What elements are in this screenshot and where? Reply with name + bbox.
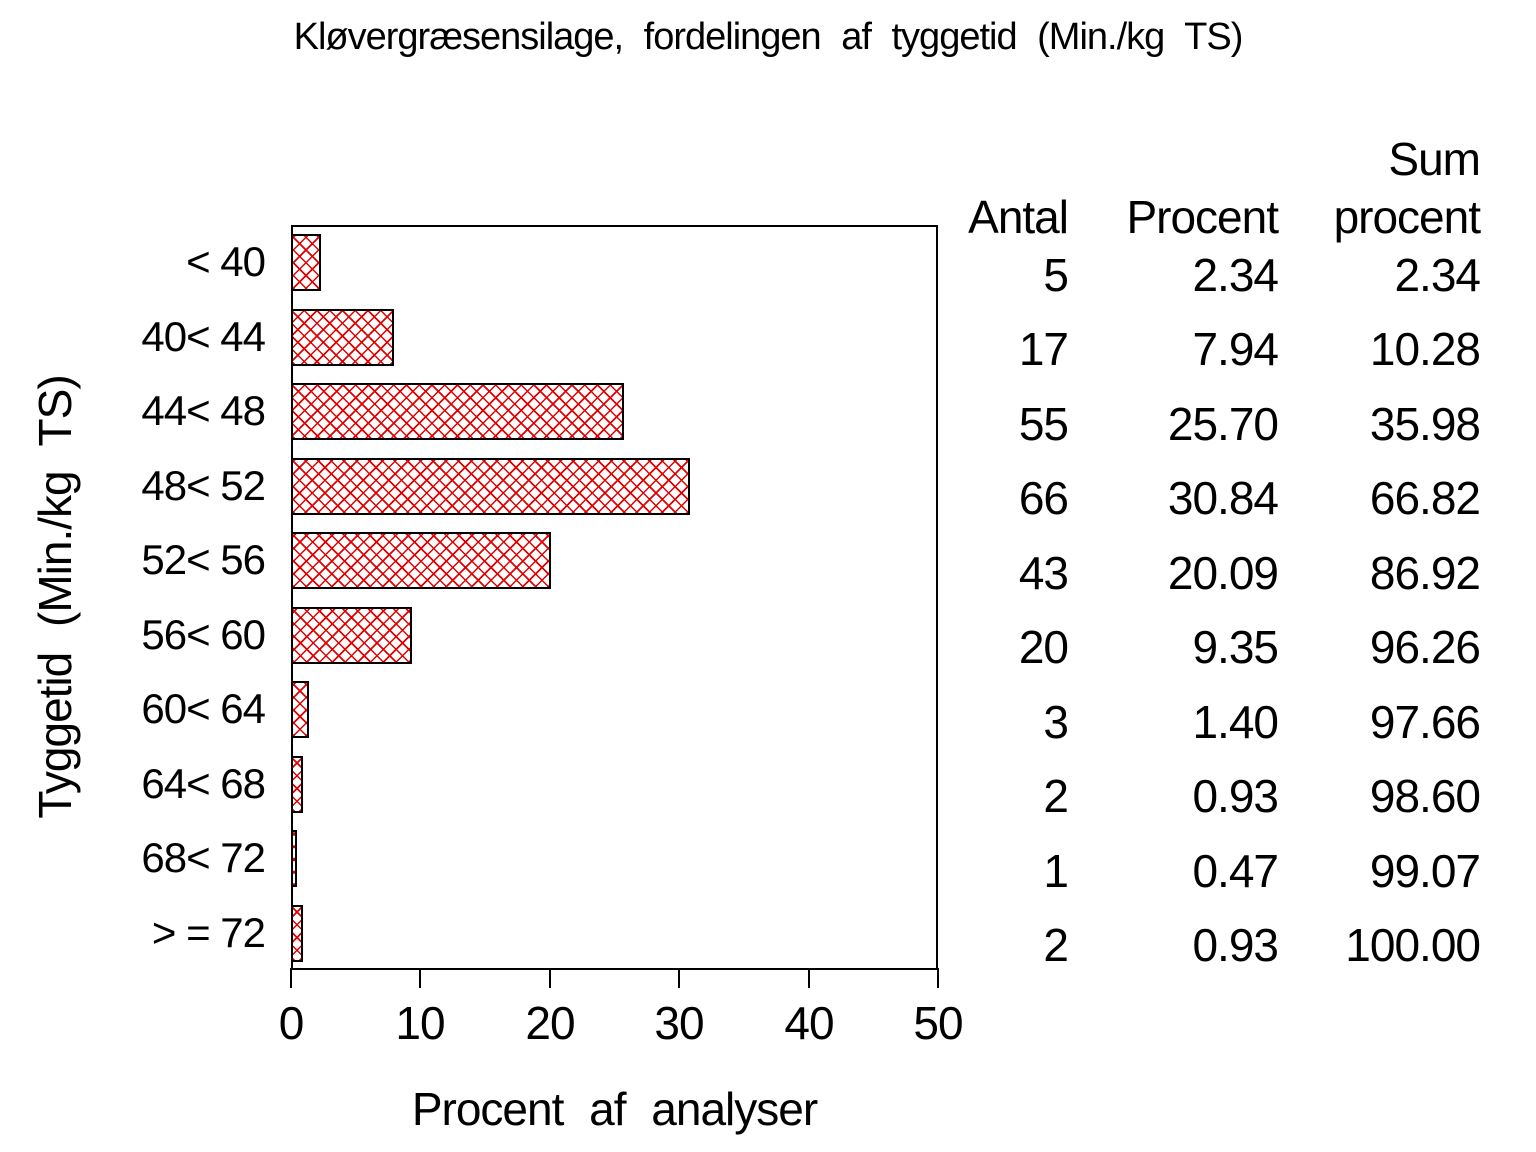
- y-tick-label-10: > = 72: [151, 908, 266, 956]
- cell-procent-6: 9.35: [1192, 621, 1279, 673]
- table-row-2: 17 7.94 10.28: [920, 322, 1481, 376]
- y-tick-label-4: 48< 52: [141, 461, 266, 509]
- x-tick-30: [678, 968, 680, 988]
- table-header: Antal Procent Sum procent: [920, 130, 1481, 246]
- cell-procent-10: 0.93: [1192, 919, 1279, 971]
- table-row-8: 2 0.93 98.60: [920, 769, 1481, 823]
- table-header-sum-procent: Sum procent: [1278, 130, 1481, 246]
- cell-sum_procent-5: 86.92: [1369, 547, 1481, 599]
- x-tick-10: [419, 968, 421, 988]
- cell-sum_procent-8: 98.60: [1369, 770, 1481, 822]
- table-row-4: 66 30.84 66.82: [920, 471, 1481, 525]
- bar-4: [291, 457, 690, 515]
- table-header-procent: Procent: [1126, 191, 1279, 243]
- cell-antal-1: 5: [1043, 249, 1069, 301]
- bar-2: [291, 308, 394, 366]
- x-tick-40: [808, 968, 810, 988]
- x-tick-label-40: 40: [784, 997, 834, 1049]
- y-tick-label-2: 40< 44: [141, 312, 266, 360]
- cell-antal-3: 55: [1018, 398, 1069, 450]
- table-row-9: 1 0.47 99.07: [920, 844, 1481, 898]
- table-header-antal: Antal: [968, 191, 1069, 243]
- cell-antal-9: 1: [1043, 845, 1069, 897]
- cell-sum_procent-1: 2.34: [1394, 249, 1481, 301]
- y-tick-label-9: 68< 72: [141, 834, 266, 882]
- cell-sum_procent-7: 97.66: [1369, 696, 1481, 748]
- cell-procent-2: 7.94: [1192, 323, 1279, 375]
- cell-sum_procent-4: 66.82: [1369, 472, 1481, 524]
- cell-procent-9: 0.47: [1192, 845, 1279, 897]
- cell-antal-10: 2: [1043, 919, 1069, 971]
- cell-procent-8: 0.93: [1192, 770, 1279, 822]
- cell-procent-7: 1.40: [1192, 696, 1279, 748]
- cell-sum_procent-3: 35.98: [1369, 398, 1481, 450]
- table-row-6: 20 9.35 96.26: [920, 620, 1481, 674]
- cell-sum_procent-2: 10.28: [1369, 323, 1481, 375]
- cell-sum_procent-9: 99.07: [1369, 845, 1481, 897]
- cell-antal-5: 43: [1018, 547, 1069, 599]
- cell-sum_procent-6: 96.26: [1369, 621, 1481, 673]
- y-tick-label-7: 60< 64: [141, 685, 266, 733]
- x-tick-label-50: 50: [913, 997, 963, 1049]
- cell-procent-3: 25.70: [1167, 398, 1279, 450]
- y-tick-label-1: < 40: [186, 238, 266, 286]
- cell-procent-1: 2.34: [1192, 249, 1279, 301]
- x-tick-label-30: 30: [654, 997, 704, 1049]
- x-tick-20: [549, 968, 551, 988]
- y-tick-label-6: 56< 60: [141, 610, 266, 658]
- table-row-3: 55 25.70 35.98: [920, 397, 1481, 451]
- cell-antal-8: 2: [1043, 770, 1069, 822]
- y-tick-label-5: 52< 56: [141, 536, 266, 584]
- cell-antal-4: 66: [1018, 472, 1069, 524]
- cell-sum_procent-10: 100.00: [1345, 919, 1481, 971]
- x-tick-label-10: 10: [395, 997, 445, 1049]
- bar-3: [291, 383, 624, 440]
- x-tick-label-20: 20: [525, 997, 575, 1049]
- table-row-7: 3 1.40 97.66: [920, 695, 1481, 749]
- table-row-10: 2 0.93 100.00: [920, 918, 1481, 972]
- x-tick-label-0: 0: [278, 997, 305, 1049]
- table-header-sum-line1: Sum: [1388, 133, 1481, 185]
- x-tick-50: [937, 968, 939, 988]
- chart-title: Kløvergræsensilage, fordelingen af tygge…: [293, 16, 1244, 58]
- x-axis-label: Procent af analyser: [411, 1083, 818, 1135]
- table-row-5: 43 20.09 86.92: [920, 546, 1481, 600]
- plot-area: [291, 225, 938, 970]
- cell-antal-6: 20: [1018, 621, 1069, 673]
- table-header-sum-line2: procent: [1333, 191, 1481, 243]
- cell-procent-4: 30.84: [1167, 472, 1279, 524]
- bar-6: [291, 606, 412, 664]
- y-tick-label-3: 44< 48: [141, 387, 266, 435]
- cell-antal-7: 3: [1043, 696, 1069, 748]
- cell-procent-5: 20.09: [1167, 547, 1279, 599]
- bar-7: [291, 681, 309, 738]
- y-tick-label-8: 64< 68: [141, 759, 266, 807]
- x-tick-0: [290, 968, 292, 988]
- bar-9: [291, 830, 297, 887]
- cell-antal-2: 17: [1018, 323, 1069, 375]
- bar-10: [291, 904, 303, 962]
- bar-1: [291, 234, 321, 291]
- table-row-1: 5 2.34 2.34: [920, 248, 1481, 302]
- bar-5: [291, 532, 551, 589]
- bar-8: [291, 755, 303, 813]
